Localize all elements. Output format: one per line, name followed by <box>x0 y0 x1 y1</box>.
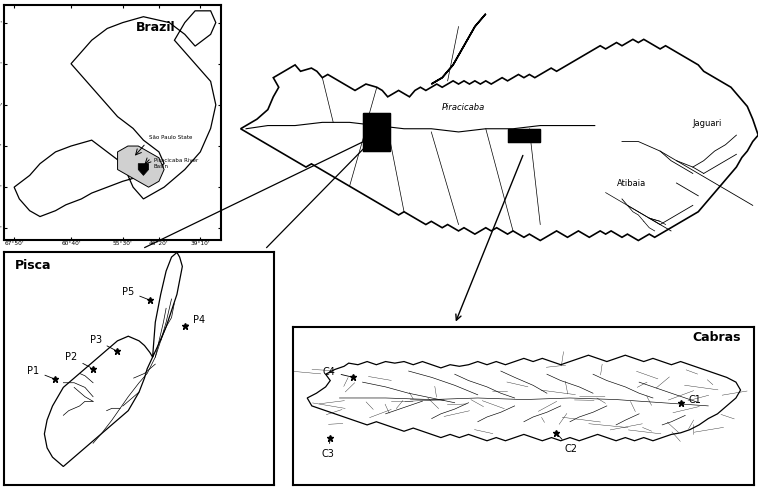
Text: P1: P1 <box>27 366 53 378</box>
Text: Atibaia: Atibaia <box>616 179 645 188</box>
Text: Piracicaba: Piracicaba <box>442 102 485 111</box>
Polygon shape <box>117 146 164 187</box>
Text: São Paulo State: São Paulo State <box>149 135 192 140</box>
Polygon shape <box>44 252 182 466</box>
Polygon shape <box>431 14 486 84</box>
Text: Cabras: Cabras <box>692 332 741 345</box>
Polygon shape <box>371 119 385 151</box>
Text: P5: P5 <box>122 287 147 299</box>
Text: P4: P4 <box>187 315 206 325</box>
Text: C1: C1 <box>684 395 702 405</box>
Text: C2: C2 <box>558 435 578 454</box>
Polygon shape <box>363 113 390 151</box>
Text: P2: P2 <box>66 352 91 367</box>
Text: C4: C4 <box>323 367 351 377</box>
Text: P3: P3 <box>90 335 115 350</box>
Text: Pisca: Pisca <box>14 259 51 272</box>
Text: Piracicaba River
Basin: Piracicaba River Basin <box>154 158 198 169</box>
Polygon shape <box>14 11 216 217</box>
Text: Brazil: Brazil <box>136 21 176 34</box>
Polygon shape <box>507 129 540 142</box>
Polygon shape <box>307 355 741 441</box>
Polygon shape <box>241 39 758 241</box>
Text: Jaguari: Jaguari <box>693 119 722 128</box>
Polygon shape <box>138 164 149 175</box>
Text: C3: C3 <box>322 441 335 459</box>
